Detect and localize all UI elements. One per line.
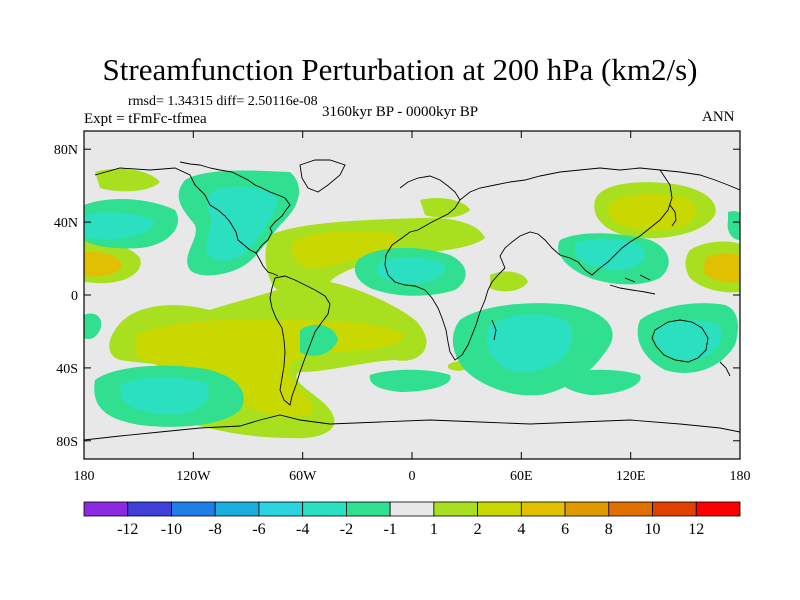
coast-australia	[651, 319, 709, 363]
colorbar: -12 -10 -8 -6 -4 -2 -1 1 2 4 6 8 10 12	[83, 501, 741, 538]
coast-madagascar	[491, 319, 497, 341]
negative-region-north-atlantic	[420, 198, 470, 218]
colorbar-swatch	[345, 501, 391, 517]
y-tick-label: 80S	[56, 435, 78, 450]
negative-region-north-pacific-northeast	[95, 168, 160, 192]
x-tick-label: 120E	[616, 469, 646, 484]
positive-region-indian	[490, 271, 528, 292]
negative-core-north-america	[206, 186, 278, 261]
y-tick-label: 40N	[54, 216, 78, 231]
x-tick-label: 0	[409, 469, 416, 484]
negative-core-north-pacific	[84, 212, 155, 240]
negative-core-north-africa	[376, 257, 446, 284]
colorbar-swatch	[564, 501, 610, 517]
colorbar-swatch	[652, 501, 697, 517]
colorbar-label: 12	[688, 521, 704, 538]
x-axis: 180 120W 60W 0 60E 120E 180	[74, 131, 751, 484]
colorbar-label: -8	[209, 521, 222, 538]
y-tick-label: 80N	[54, 143, 78, 158]
colorbar-label: 10	[645, 521, 661, 538]
period-label: 3160kyr BP - 0000kyr BP	[322, 104, 479, 120]
positive-core-pacific-east	[84, 251, 122, 277]
coast-north-america	[94, 161, 291, 277]
map-title: Streamfunction Perturbation at 200 hPa (…	[102, 52, 698, 87]
negative-region-south-atlantic	[369, 369, 451, 392]
colorbar-swatch	[433, 501, 479, 517]
rmsd-diff-stats: rmsd= 1.34315 diff= 2.50116e-08	[128, 94, 318, 109]
colorbar-swatch	[302, 501, 347, 517]
negative-core-south-pacific	[655, 320, 722, 361]
colorbar-label: 8	[605, 521, 613, 538]
coast-new-zealand	[719, 361, 731, 377]
x-tick-label: 120W	[176, 469, 211, 484]
x-tick-label: 180	[74, 469, 95, 484]
colorbar-swatch	[83, 501, 129, 517]
positive-core-pacific-date-line	[704, 253, 740, 283]
coastlines	[84, 159, 740, 441]
season-label: ANN	[702, 109, 735, 125]
colorbar-label: -1	[383, 521, 396, 538]
y-tick-label: 0	[71, 289, 78, 304]
x-tick-label: 60E	[510, 469, 533, 484]
y-axis: 80N 40N 0 40S 80S	[54, 143, 740, 450]
colorbar-swatch	[171, 501, 216, 517]
positive-core-atlantic-tropics	[291, 230, 398, 269]
colorbar-label: -4	[296, 521, 309, 538]
colorbar-swatch	[258, 501, 304, 517]
y-tick-label: 40S	[56, 362, 78, 377]
positive-core-north-pacific-west	[607, 193, 697, 231]
x-tick-label: 180	[730, 469, 751, 484]
coast-europe-africa	[384, 175, 506, 361]
positive-core-sh-atlantic	[135, 319, 405, 417]
colorbar-label: -2	[340, 521, 353, 538]
coast-greenland	[299, 159, 346, 193]
negative-core-southeast-pacific	[120, 377, 209, 415]
colorbar-label: -10	[161, 521, 182, 538]
streamfunction-field	[84, 168, 740, 439]
colorbar-label: 2	[474, 521, 482, 538]
negative-core-south-indian	[486, 314, 573, 373]
colorbar-swatch	[695, 501, 741, 517]
x-tick-label: 60W	[289, 469, 317, 484]
coast-japan	[669, 204, 677, 227]
experiment-label: Expt = tFmFc-tfmea	[84, 111, 207, 127]
colorbar-label: -6	[252, 521, 265, 538]
colorbar-swatch	[608, 501, 653, 517]
colorbar-label: 1	[430, 521, 438, 538]
negative-region-pacific-east-edge	[727, 211, 740, 240]
colorbar-swatch	[214, 501, 260, 517]
coast-south-america	[269, 275, 331, 406]
negative-region-south-pacific-east	[559, 369, 641, 395]
colorbar-swatch	[477, 501, 522, 517]
coast-antarctica	[84, 414, 740, 441]
colorbar-label: 6	[561, 521, 569, 538]
coast-asia	[459, 167, 740, 276]
negative-region-arctic-west	[84, 313, 102, 340]
coast-indonesia	[609, 274, 656, 295]
colorbar-swatch	[127, 501, 172, 517]
negative-region-south-america	[300, 324, 338, 356]
colorbar-label: -12	[117, 521, 138, 538]
colorbar-swatch	[520, 501, 566, 517]
colorbar-swatch	[389, 501, 435, 517]
colorbar-label: 4	[517, 521, 525, 538]
negative-core-asia	[575, 238, 645, 270]
